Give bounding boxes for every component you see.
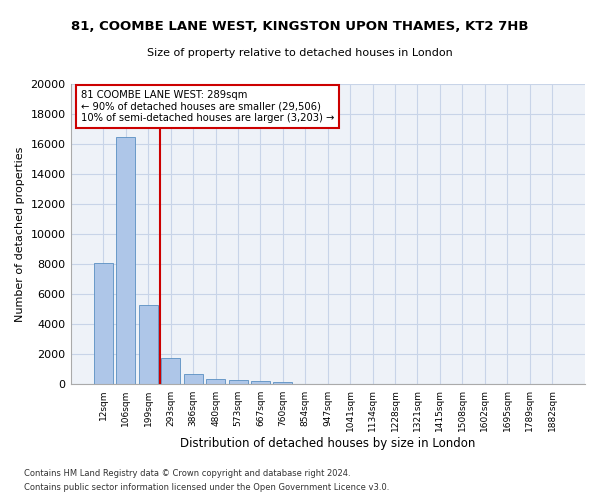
Bar <box>116 136 136 384</box>
Text: Contains public sector information licensed under the Open Government Licence v3: Contains public sector information licen… <box>24 484 389 492</box>
Bar <box>206 379 225 384</box>
X-axis label: Distribution of detached houses by size in London: Distribution of detached houses by size … <box>180 437 475 450</box>
Text: Contains HM Land Registry data © Crown copyright and database right 2024.: Contains HM Land Registry data © Crown c… <box>24 468 350 477</box>
Text: Size of property relative to detached houses in London: Size of property relative to detached ho… <box>147 48 453 58</box>
Text: 81, COOMBE LANE WEST, KINGSTON UPON THAMES, KT2 7HB: 81, COOMBE LANE WEST, KINGSTON UPON THAM… <box>71 20 529 33</box>
Bar <box>229 380 248 384</box>
Bar <box>161 358 180 384</box>
Y-axis label: Number of detached properties: Number of detached properties <box>15 146 25 322</box>
Bar <box>94 263 113 384</box>
Bar <box>274 382 292 384</box>
Bar <box>251 382 270 384</box>
Text: 81 COOMBE LANE WEST: 289sqm
← 90% of detached houses are smaller (29,506)
10% of: 81 COOMBE LANE WEST: 289sqm ← 90% of det… <box>81 90 334 123</box>
Bar <box>184 374 203 384</box>
Bar <box>139 305 158 384</box>
